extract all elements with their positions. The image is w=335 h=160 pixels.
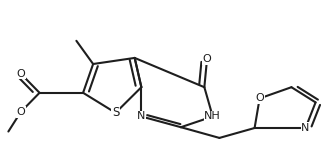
Text: O: O <box>203 54 211 64</box>
Text: N: N <box>302 123 310 133</box>
Text: O: O <box>16 107 25 117</box>
Text: N: N <box>137 112 145 121</box>
Text: S: S <box>112 106 119 119</box>
Text: O: O <box>16 69 25 79</box>
Text: O: O <box>255 93 264 103</box>
Text: NH: NH <box>204 112 221 121</box>
